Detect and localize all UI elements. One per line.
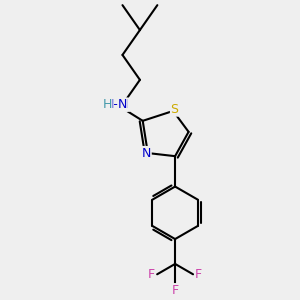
Text: N: N — [118, 98, 127, 111]
Text: S: S — [170, 103, 178, 116]
Text: N: N — [142, 147, 151, 160]
Text: F: F — [195, 268, 202, 281]
Text: H: H — [103, 98, 112, 111]
Text: F: F — [172, 284, 179, 297]
Text: F: F — [148, 268, 155, 281]
Text: H–N: H–N — [104, 98, 130, 111]
